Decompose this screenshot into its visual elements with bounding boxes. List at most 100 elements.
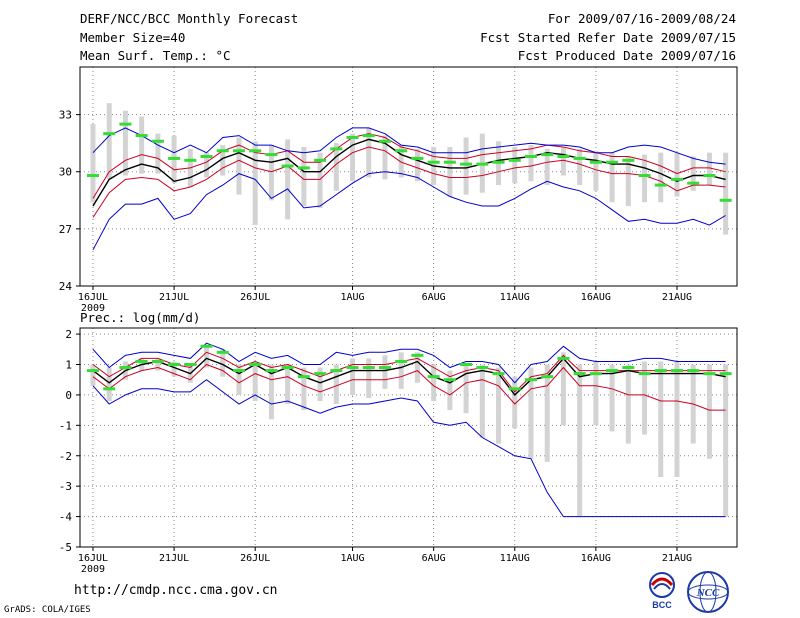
green-mark — [135, 134, 148, 138]
green-mark — [670, 177, 683, 181]
y-tick-label: 33 — [59, 109, 72, 122]
member-range-bar — [674, 361, 680, 478]
member-range-bar — [139, 116, 145, 174]
member-range-bar — [593, 150, 599, 191]
green-mark — [687, 181, 700, 185]
member-range-bar — [333, 364, 339, 405]
series-line-mean — [92, 138, 726, 207]
member-range-bar — [106, 103, 112, 180]
green-mark — [443, 378, 456, 382]
member-range-bar — [528, 367, 534, 459]
green-mark — [719, 198, 732, 202]
green-mark — [589, 160, 602, 164]
green-mark — [557, 356, 570, 360]
bcc-logo: BCC — [649, 572, 675, 610]
bcc-logo-text: BCC — [652, 600, 672, 610]
member-range-bar — [398, 145, 404, 178]
x-tick-label: 1AUG — [340, 553, 364, 564]
y-tick-label: 27 — [59, 223, 72, 236]
green-mark — [395, 149, 408, 153]
member-range-bar — [366, 127, 372, 178]
green-mark — [281, 366, 294, 370]
x-year-label: 2009 — [81, 303, 105, 314]
member-range-bar — [658, 152, 664, 203]
ncc-logo-text: NCC — [696, 587, 720, 599]
member-range-bar — [431, 364, 437, 401]
green-mark — [654, 183, 667, 187]
member-range-bar — [463, 364, 469, 414]
header-variable-label: Mean Surf. Temp.: °C — [80, 48, 231, 63]
green-mark — [703, 372, 716, 376]
green-mark — [573, 372, 586, 376]
ncc-logo: NCC — [687, 571, 729, 613]
member-range-bar — [447, 146, 453, 197]
member-range-bar — [252, 141, 258, 226]
green-mark — [249, 363, 262, 366]
x-tick-label: 16JUL — [78, 553, 108, 564]
green-mark — [443, 160, 456, 164]
green-mark — [411, 353, 424, 357]
y-tick-label: -2 — [59, 450, 72, 463]
green-mark — [492, 160, 505, 164]
member-range-bar — [577, 148, 583, 186]
green-mark — [249, 149, 262, 153]
footer-url[interactable]: http://cmdp.ncc.cma.gov.cn — [74, 583, 278, 598]
member-range-bar — [642, 154, 648, 203]
green-mark — [216, 350, 229, 354]
green-mark — [557, 155, 570, 159]
member-range-bar — [496, 367, 502, 444]
member-range-bar — [382, 355, 388, 389]
member-range-bar — [609, 364, 615, 432]
green-mark — [119, 366, 132, 370]
green-mark — [460, 363, 473, 366]
green-mark — [589, 372, 602, 376]
member-range-bar — [593, 361, 599, 426]
member-range-bar — [204, 346, 210, 368]
y-tick-label: -3 — [59, 480, 72, 493]
y-tick-label: 1 — [65, 359, 72, 372]
y-tick-label: -4 — [59, 511, 73, 524]
y-tick-label: 0 — [65, 389, 72, 402]
green-mark — [638, 372, 651, 376]
series-line-min — [92, 379, 726, 518]
member-range-bar — [706, 152, 712, 186]
x-tick-label: 16JUL — [78, 292, 108, 303]
green-mark — [411, 156, 424, 160]
member-range-bar — [171, 361, 177, 377]
green-mark — [378, 139, 391, 143]
member-range-bar — [382, 135, 388, 180]
y-tick-label: -5 — [59, 541, 72, 554]
x-tick-label: 21AUG — [662, 553, 692, 564]
member-range-bar — [204, 152, 210, 178]
member-range-bar — [285, 364, 291, 405]
green-mark — [460, 162, 473, 166]
member-range-bar — [366, 358, 372, 398]
x-tick-label: 11AUG — [500, 553, 530, 564]
member-range-bar — [220, 145, 226, 176]
plot-frame — [79, 327, 738, 548]
green-mark — [135, 359, 148, 363]
green-mark — [119, 122, 132, 126]
green-mark — [265, 369, 278, 373]
green-mark — [330, 369, 343, 373]
green-mark — [378, 366, 391, 370]
green-mark — [638, 174, 651, 178]
member-range-bar — [447, 370, 453, 411]
x-tick-label: 6AUG — [422, 292, 446, 303]
x-tick-label: 11AUG — [500, 292, 530, 303]
member-range-bar — [317, 152, 323, 208]
green-mark — [703, 174, 716, 178]
member-range-bar — [528, 145, 534, 182]
green-mark — [168, 363, 181, 366]
member-range-bar — [252, 361, 258, 401]
x-tick-label: 1AUG — [340, 292, 364, 303]
green-mark — [200, 155, 213, 159]
series-line-max — [92, 342, 726, 384]
member-range-bar — [414, 352, 420, 383]
member-range-bar — [155, 133, 161, 174]
green-mark — [508, 158, 521, 162]
member-range-bar — [122, 110, 128, 176]
green-mark — [330, 147, 343, 151]
member-range-bar — [723, 364, 729, 517]
member-range-bar — [706, 364, 712, 459]
